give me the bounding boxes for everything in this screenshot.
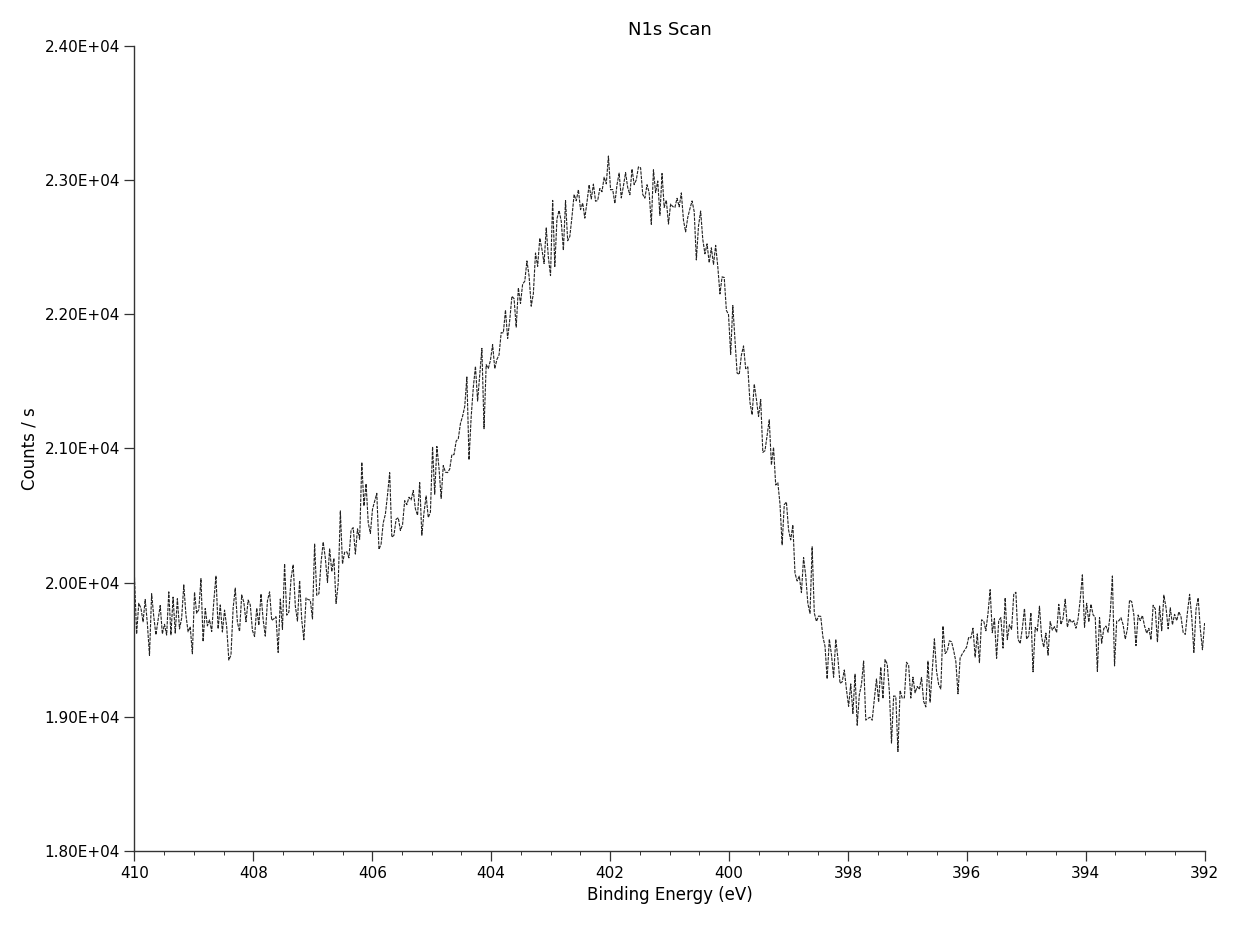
X-axis label: Binding Energy (eV): Binding Energy (eV): [587, 886, 753, 904]
Title: N1s Scan: N1s Scan: [627, 21, 712, 39]
Y-axis label: Counts / s: Counts / s: [21, 407, 38, 490]
